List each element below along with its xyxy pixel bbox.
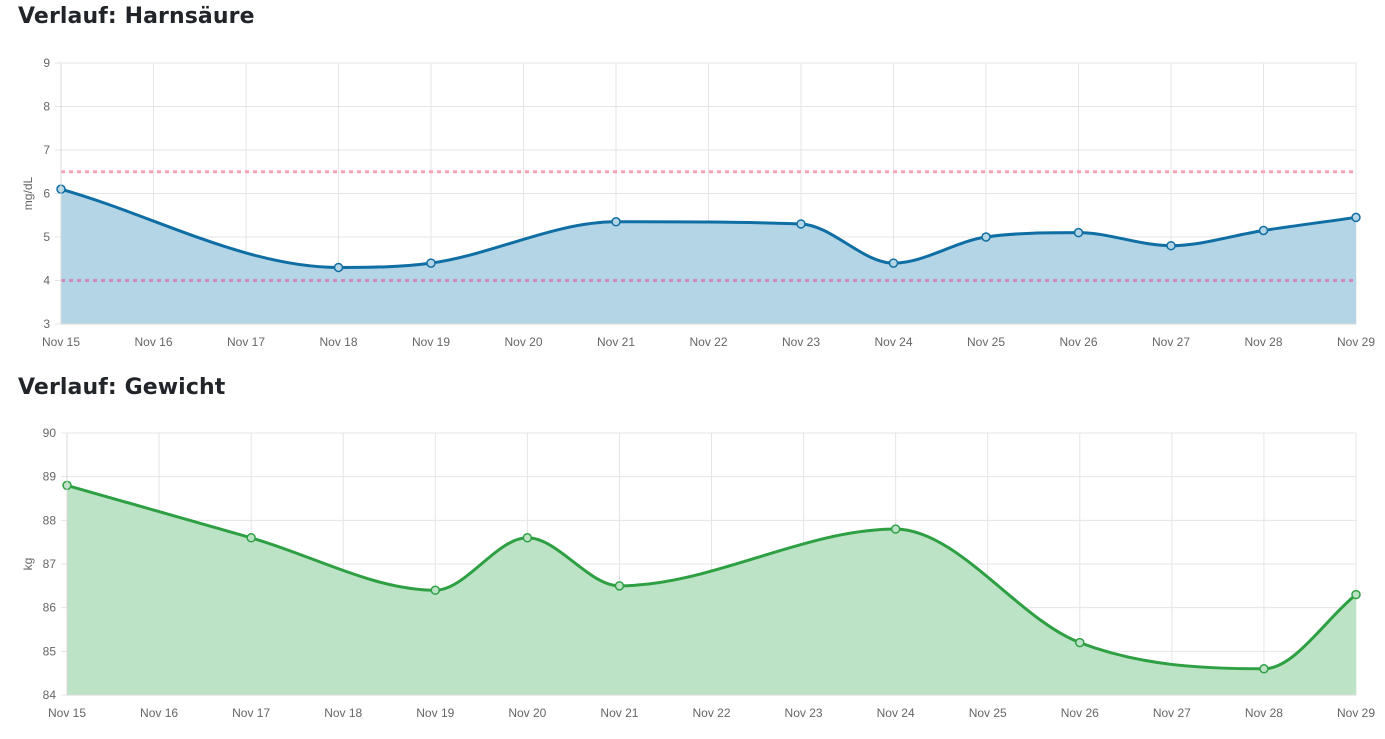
data-point	[1351, 212, 1361, 223]
y-tick-label: 85	[43, 644, 57, 658]
x-tick-label: Nov 22	[689, 335, 727, 349]
data-point	[1258, 225, 1269, 236]
x-tick-label: Nov 19	[416, 706, 454, 720]
data-point	[1351, 589, 1361, 600]
data-point	[888, 258, 899, 268]
x-tick-label: Nov 19	[412, 335, 450, 349]
data-point	[246, 533, 256, 543]
x-tick-label: Nov 15	[48, 706, 86, 720]
y-tick-label: 89	[43, 470, 57, 484]
y-tick-label: 3	[43, 317, 50, 331]
x-tick-label: Nov 22	[692, 706, 730, 720]
x-tick-label: Nov 28	[1244, 335, 1282, 349]
x-tick-label: Nov 24	[874, 335, 912, 349]
y-tick-label: 9	[43, 56, 50, 70]
y-tick-label: 5	[43, 230, 50, 244]
x-tick-label: Nov 20	[508, 706, 546, 720]
x-tick-label: Nov 25	[967, 335, 1005, 349]
y-tick-label: 6	[43, 187, 50, 201]
data-point	[796, 219, 806, 229]
x-tick-label: Nov 24	[877, 706, 915, 720]
x-tick-label: Nov 16	[140, 706, 178, 720]
data-point	[614, 581, 625, 591]
series-area	[67, 485, 1356, 695]
data-point	[1073, 227, 1084, 238]
data-point	[1259, 664, 1269, 674]
data-point	[981, 232, 991, 242]
uric-acid-chart-title: Verlauf: Harnsäure	[18, 4, 255, 29]
x-tick-label: Nov 28	[1245, 706, 1283, 720]
y-tick-label: 87	[43, 557, 57, 571]
data-point	[1075, 637, 1085, 648]
data-point	[611, 217, 621, 227]
x-tick-label: Nov 21	[597, 335, 635, 349]
series-area	[61, 189, 1356, 324]
x-tick-label: Nov 23	[782, 335, 820, 349]
x-tick-label: Nov 17	[232, 706, 270, 720]
data-point	[426, 258, 436, 268]
y-tick-label: 88	[43, 513, 57, 527]
x-tick-label: Nov 27	[1152, 335, 1190, 349]
series-line	[65, 483, 1358, 671]
data-point	[522, 533, 533, 543]
data-point	[1166, 240, 1176, 251]
data-point	[430, 585, 441, 595]
x-tick-label: Nov 23	[785, 706, 823, 720]
weight-chart-title: Verlauf: Gewicht	[18, 375, 226, 400]
y-tick-label: 7	[43, 143, 50, 157]
x-tick-label: Nov 16	[134, 335, 172, 349]
y-axis-title: kg	[21, 558, 35, 571]
x-tick-label: Nov 29	[1337, 706, 1375, 720]
x-tick-label: Nov 21	[600, 706, 638, 720]
x-tick-label: Nov 26	[1059, 335, 1097, 349]
x-tick-label: Nov 25	[969, 706, 1007, 720]
x-tick-label: Nov 15	[42, 335, 80, 349]
y-tick-label: 86	[43, 601, 57, 615]
y-tick-label: 90	[43, 426, 57, 440]
x-tick-label: Nov 27	[1153, 706, 1191, 720]
data-point	[890, 524, 901, 534]
uric-acid-chart: Nov 15 Nov 16 Nov 17 Nov 18 Nov 19 Nov 20 Nov …	[21, 56, 1375, 349]
x-tick-label: Nov 18	[324, 706, 362, 720]
x-tick-label: Nov 20	[504, 335, 542, 349]
data-point	[333, 262, 344, 273]
x-tick-label: Nov 18	[319, 335, 357, 349]
y-tick-label: 8	[43, 100, 50, 114]
x-tick-label: Nov 26	[1061, 706, 1099, 720]
x-tick-label: Nov 29	[1337, 335, 1375, 349]
y-axis-title: mg/dL	[21, 177, 35, 211]
weight-chart: Nov 15 Nov 16 Nov 17 Nov 18 Nov 19 Nov 20 Nov …	[21, 426, 1375, 720]
y-tick-label: 4	[43, 274, 50, 288]
x-tick-label: Nov 17	[227, 335, 265, 349]
y-tick-label: 84	[43, 688, 57, 702]
